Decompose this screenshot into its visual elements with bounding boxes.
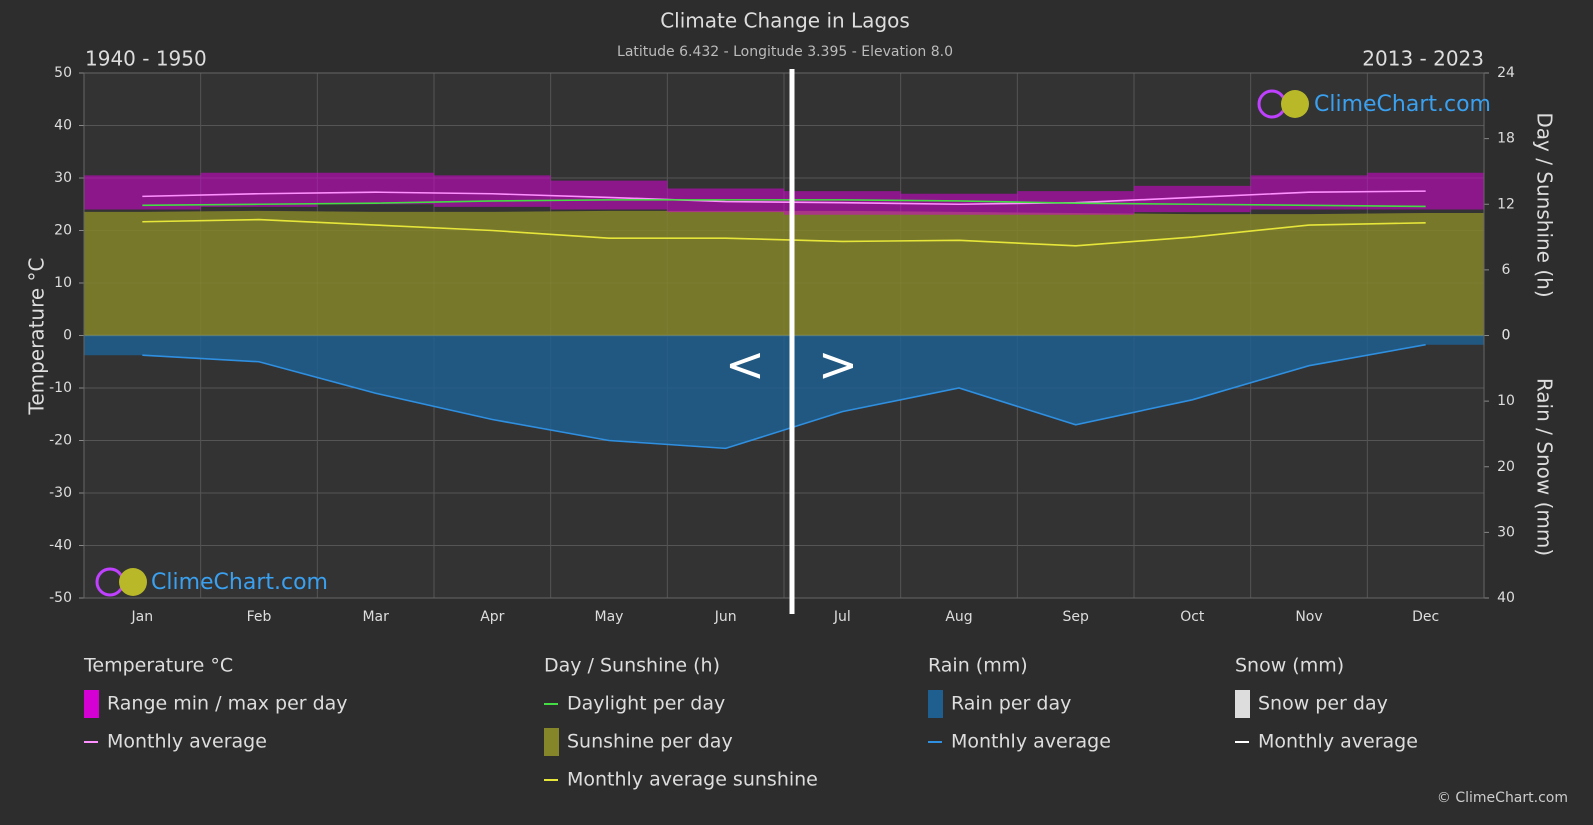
legend-label: Range min / max per day [107, 693, 348, 715]
x-tick-label: Sep [1062, 609, 1089, 625]
legend-title: Temperature °C [83, 655, 233, 677]
chart-subtitle: Latitude 6.432 - Longitude 3.395 - Eleva… [617, 44, 953, 60]
temp-range [200, 172, 318, 207]
legend-label: Sunshine per day [567, 731, 733, 753]
y-tick-label: 40 [54, 118, 72, 134]
x-tick-label: Jul [833, 609, 851, 625]
nav-next[interactable]: > [818, 337, 858, 393]
line [142, 190, 1426, 206]
y-tick-label: 50 [54, 65, 72, 81]
y2-tick-label: 12 [1497, 196, 1515, 212]
x-tick-label: Mar [362, 609, 389, 625]
y-tick-label: -40 [49, 538, 72, 554]
x-tick-label: Jan [131, 609, 154, 625]
legend-label: Daylight per day [567, 693, 725, 715]
x-tick-label: Oct [1180, 609, 1205, 625]
y2-axis-label: Day / Sunshine (h) [1533, 112, 1557, 297]
y-tick-label: -10 [49, 380, 72, 396]
period-left: 1940 - 1950 [85, 47, 207, 71]
nav-prev[interactable]: < [725, 337, 765, 393]
y3-tick-label: 30 [1497, 524, 1515, 540]
y3-tick-label: 40 [1497, 590, 1515, 606]
plot-border [83, 72, 1485, 599]
legend-label: Monthly average [951, 731, 1111, 753]
legend-label: Monthly average [1258, 731, 1418, 753]
y-tick-label: -20 [49, 433, 72, 449]
y3-axis-label: Rain / Snow (mm) [1533, 378, 1557, 556]
x-tick-label: Apr [480, 609, 504, 625]
x-tick-label: Jun [714, 609, 737, 625]
legend-swatch [1235, 690, 1250, 718]
legend-title: Snow (mm) [1235, 655, 1344, 677]
legend-title: Day / Sunshine (h) [544, 655, 720, 677]
legend-label: Monthly average sunshine [567, 769, 818, 791]
period-right: 2013 - 2023 [1362, 47, 1484, 71]
line [142, 218, 1426, 247]
x-tick-label: Feb [247, 609, 272, 625]
logo-sun [119, 568, 147, 596]
logo-top: ClimeChart.com [1257, 89, 1491, 119]
legend-swatch [928, 690, 943, 718]
y-tick-label: -50 [49, 590, 72, 606]
x-tick-label: Aug [945, 609, 972, 625]
legend-swatch [84, 690, 99, 718]
y-tick-label: 30 [54, 170, 72, 186]
temp-range [317, 172, 434, 205]
logo-sun [1281, 90, 1309, 118]
legend-swatch [544, 728, 559, 756]
chart-title: Climate Change in Lagos [660, 9, 910, 33]
logo-bottom: ClimeChart.com [95, 567, 328, 597]
area [84, 210, 1484, 336]
x-tick-label: Nov [1295, 609, 1322, 625]
y-tick-label: 10 [54, 275, 72, 291]
y-axis-label: Temperature °C [25, 257, 49, 415]
y3-tick-label: 20 [1497, 459, 1515, 475]
x-tick-label: May [595, 609, 624, 625]
temp-range [84, 175, 201, 210]
y-tick-label: 0 [63, 328, 72, 344]
legend-label: Snow per day [1258, 693, 1388, 715]
line [142, 343, 1426, 450]
legend-label: Rain per day [951, 693, 1071, 715]
y3-tick-label: 0 [1502, 328, 1511, 344]
plot: -50-40-30-20-100102030405006121824010203… [49, 65, 1515, 625]
y-tick-label: -30 [49, 485, 72, 501]
y2-tick-label: 24 [1497, 65, 1515, 81]
x-tick-label: Dec [1412, 609, 1439, 625]
legend-label: Monthly average [107, 731, 267, 753]
y2-tick-label: 18 [1497, 131, 1515, 147]
temp-range [550, 180, 668, 210]
logo-text: ClimeChart.com [151, 570, 328, 595]
line [142, 199, 1426, 208]
legend-title: Rain (mm) [928, 655, 1028, 677]
y-tick-label: 20 [54, 223, 72, 239]
area [84, 335, 1484, 449]
y2-tick-label: 0 [1502, 328, 1511, 344]
y2-tick-label: 6 [1502, 262, 1511, 278]
y3-tick-label: 10 [1497, 393, 1515, 409]
copyright: © ClimeChart.com [1437, 790, 1568, 806]
logo-text: ClimeChart.com [1314, 92, 1491, 117]
